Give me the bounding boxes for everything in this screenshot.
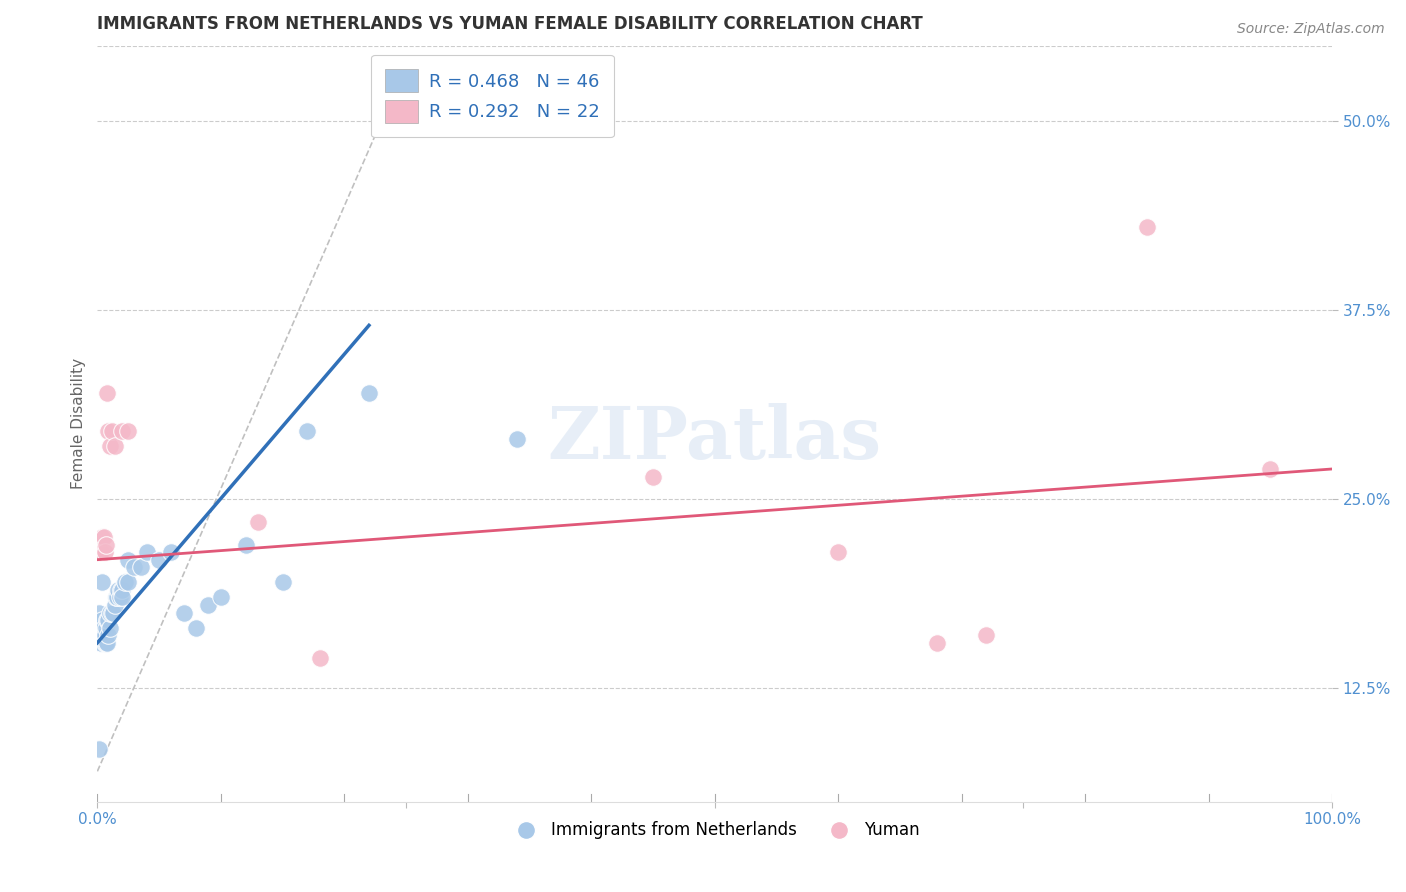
Point xyxy=(89,628,111,642)
Point xyxy=(105,591,128,605)
Text: IMMIGRANTS FROM NETHERLANDS VS YUMAN FEMALE DISABILITY CORRELATION CHART: IMMIGRANTS FROM NETHERLANDS VS YUMAN FEM… xyxy=(97,15,924,33)
Point xyxy=(101,424,124,438)
Text: Source: ZipAtlas.com: Source: ZipAtlas.com xyxy=(1237,22,1385,37)
Point xyxy=(104,591,127,605)
Point xyxy=(1136,220,1159,235)
Point xyxy=(97,613,120,627)
Point xyxy=(135,545,157,559)
Point xyxy=(173,606,195,620)
Point xyxy=(96,636,118,650)
Point xyxy=(129,560,152,574)
Legend: Immigrants from Netherlands, Yuman: Immigrants from Netherlands, Yuman xyxy=(503,814,927,847)
Point xyxy=(97,628,120,642)
Point xyxy=(94,628,117,642)
Point xyxy=(91,613,114,627)
Point xyxy=(111,591,134,605)
Point xyxy=(96,613,118,627)
Point xyxy=(160,545,183,559)
Point xyxy=(117,575,139,590)
Point xyxy=(87,545,110,559)
Point xyxy=(94,636,117,650)
Point xyxy=(506,432,529,446)
Point xyxy=(98,439,121,453)
Point xyxy=(827,545,849,559)
Y-axis label: Female Disability: Female Disability xyxy=(72,358,86,489)
Point xyxy=(107,582,129,597)
Point xyxy=(93,628,115,642)
Point xyxy=(96,386,118,401)
Point xyxy=(235,537,257,551)
Point xyxy=(111,424,134,438)
Point xyxy=(357,386,380,401)
Point xyxy=(90,545,112,559)
Point xyxy=(271,575,294,590)
Point xyxy=(94,621,117,635)
Point xyxy=(94,636,117,650)
Point xyxy=(91,530,114,544)
Text: ZIPatlas: ZIPatlas xyxy=(548,403,882,475)
Point xyxy=(308,651,330,665)
Point xyxy=(101,606,124,620)
Point xyxy=(91,575,114,590)
Point xyxy=(104,439,127,453)
Point xyxy=(98,621,121,635)
Point xyxy=(124,560,146,574)
Point xyxy=(209,591,232,605)
Point xyxy=(87,606,110,620)
Point xyxy=(117,552,139,566)
Point xyxy=(97,424,120,438)
Point xyxy=(246,515,269,529)
Point xyxy=(103,606,125,620)
Point xyxy=(90,621,112,635)
Point xyxy=(108,591,131,605)
Point xyxy=(111,582,134,597)
Point xyxy=(641,469,664,483)
Point xyxy=(117,424,139,438)
Point xyxy=(110,582,132,597)
Point xyxy=(297,424,319,438)
Point xyxy=(94,537,117,551)
Point xyxy=(148,552,170,566)
Point xyxy=(976,628,998,642)
Point xyxy=(925,636,948,650)
Point xyxy=(98,606,121,620)
Point xyxy=(93,621,115,635)
Point xyxy=(87,741,110,756)
Point xyxy=(114,575,136,590)
Point xyxy=(94,545,117,559)
Point xyxy=(90,636,112,650)
Point xyxy=(104,598,127,612)
Point xyxy=(93,530,115,544)
Point xyxy=(184,621,207,635)
Point xyxy=(89,545,111,559)
Point xyxy=(1260,462,1282,476)
Point xyxy=(197,598,219,612)
